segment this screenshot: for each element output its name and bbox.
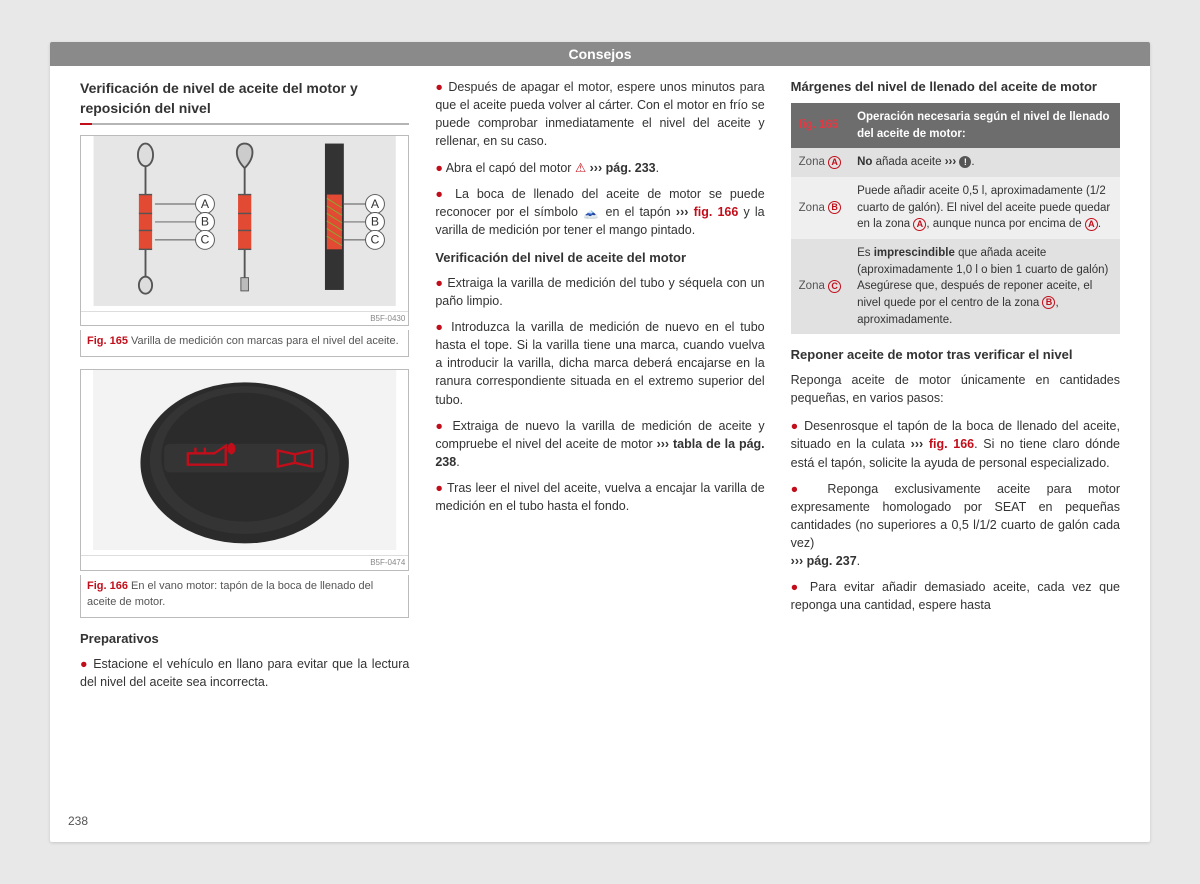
table-head-fig: fig. 165 [791,103,849,148]
table-row-b: Zona B Puede añadir aceite 0,5 l, aproxi… [791,177,1120,239]
warning-icon: ⚠ [575,161,586,175]
figure-166-label: Fig. 166 [87,580,128,592]
column-1: Verificación de nivel de aceite del moto… [80,78,409,699]
c2-p5: ● Introduzca la varilla de medición de n… [435,318,764,409]
table-head-op: Operación necesaria según el nivel de ll… [849,103,1120,148]
zone-a-badge: A [828,156,841,169]
c2-p3b: en el tapón [600,205,676,219]
figure-166-svg [81,370,408,555]
c3-subhead-1: Márgenes del nivel de llenado del aceite… [791,78,1120,97]
page-ref-233: pág. 233 [602,161,656,175]
c2-p2: ● Abra el capó del motor ⚠ ››› pág. 233. [435,159,764,177]
c3-p3a: Reponga exclusivamente aceite para motor… [791,482,1120,550]
bullet-icon: ● [435,276,443,290]
c3-p2: ● Desenrosque el tapón de la boca de lle… [791,417,1120,471]
figure-165: A B C A B [80,135,409,327]
table-body: Zona A No añada aceite ››› !. Zona B Pue… [791,148,1120,334]
fig-ref-166b: fig. 166 [929,437,974,451]
c2-p6c: . [456,455,459,469]
figure-166-caption: Fig. 166 En el vano motor: tapón de la b… [80,575,409,618]
page-ref-237: pág. 237 [807,554,857,568]
oil-symbol-icon: 🗻 [583,205,600,219]
figure-166-code: B5F-0474 [81,555,408,570]
svg-text:C: C [201,232,210,246]
c2-p1: ● Después de apagar el motor, espere uno… [435,78,764,151]
row-a-text: añada aceite [872,156,944,168]
chevron-icon: ››› [911,437,924,451]
bullet-icon: ● [791,482,811,496]
c2-p7: ● Tras leer el nivel del aceite, vuelva … [435,479,764,515]
zone-a-inline: A [1085,218,1098,231]
chevron-icon: ››› [791,554,804,568]
chevron-icon: ››› [657,437,670,451]
bullet-icon: ● [435,187,447,201]
zone-a-label-left: A [201,196,210,210]
prep-bullet-1: ● Estacione el vehículo en llano para ev… [80,655,409,691]
manual-page: Consejos Verificación de nivel de aceite… [50,42,1150,842]
c2-p2c: . [656,161,659,175]
table-row-c: Zona C Es imprescindible que añada aceit… [791,239,1120,334]
svg-text:A: A [371,196,380,210]
bullet-icon: ● [435,320,445,334]
c3-p3: ● Reponga exclusivamente aceite para mot… [791,480,1120,571]
row-c-bold: imprescindible [874,247,955,259]
section-title: Verificación de nivel de aceite del moto… [80,78,409,125]
svg-text:B: B [201,214,209,228]
c2-p1-text: Después de apagar el motor, espere unos … [435,80,764,148]
c2-p5-text: Introduzca la varilla de medición de nue… [435,320,764,407]
bullet-icon: ● [435,80,444,94]
row-b-text-b: , aunque nunca por encima de [926,218,1085,230]
figure-165-svg: A B C A B [81,136,408,311]
bullet-icon: ● [791,580,803,594]
c3-p1: Reponga aceite de motor únicamente en ca… [791,371,1120,407]
zone-c-badge: C [828,280,841,293]
row-b-text-c: . [1098,218,1101,230]
chevron-icon: ››› [945,156,957,168]
fig-ref-166: fig. 166 [694,205,739,219]
preparativos-head: Preparativos [80,630,409,649]
page-number: 238 [68,814,88,828]
svg-text:B: B [371,214,379,228]
c2-subhead-1: Verificación del nivel de aceite del mot… [435,249,764,268]
figure-165-label: Fig. 165 [87,335,128,347]
c3-p3c: . [857,554,860,568]
oil-level-table: fig. 165 Operación necesaria según el ni… [791,103,1120,334]
c3-p4: ● Para evitar añadir demasiado aceite, c… [791,578,1120,614]
bullet-icon: ● [435,481,443,495]
info-icon: ! [959,156,971,168]
row-c-text-a: Es [857,247,874,259]
bullet-icon: ● [435,161,443,175]
row-a-bold: No [857,156,872,168]
chevron-icon: ››› [590,161,603,175]
c2-p3: ● La boca de llenado del aceite de motor… [435,185,764,239]
c2-p4: ● Extraiga la varilla de medición del tu… [435,274,764,310]
c3-p4-text: Para evitar añadir demasiado aceite, cad… [791,580,1120,612]
figure-165-code: B5F-0430 [81,311,408,326]
zone-b-badge: B [828,201,841,214]
zone-a-inline: A [913,218,926,231]
column-3: Márgenes del nivel de llenado del aceite… [791,78,1120,699]
bullet-icon: ● [80,657,89,671]
c2-p6: ● Extraiga de nuevo la varilla de medici… [435,417,764,471]
page-header-bar: Consejos [50,42,1150,66]
table-row-a: Zona A No añada aceite ››› !. [791,148,1120,177]
figure-165-caption-text: Varilla de medición con marcas para el n… [131,335,399,347]
bullet-icon: ● [435,419,446,433]
column-2: ● Después de apagar el motor, espere uno… [435,78,764,699]
figure-166: B5F-0474 [80,369,409,571]
svg-text:C: C [371,232,380,246]
figure-166-caption-text: En el vano motor: tapón de la boca de ll… [87,580,373,608]
c3-subhead-2: Reponer aceite de motor tras verificar e… [791,346,1120,365]
bullet-icon: ● [791,419,800,433]
c2-p4-text: Extraiga la varilla de medición del tubo… [435,276,764,308]
zone-b-inline: B [1042,296,1055,309]
columns: Verificación de nivel de aceite del moto… [80,66,1120,699]
c2-p7-text: Tras leer el nivel del aceite, vuelva a … [435,481,764,513]
c2-p2a: Abra el capó del motor [446,161,575,175]
chevron-icon: ››› [676,205,689,219]
prep-text-1: Estacione el vehículo en llano para evit… [80,657,409,689]
figure-165-caption: Fig. 165 Varilla de medición con marcas … [80,330,409,357]
